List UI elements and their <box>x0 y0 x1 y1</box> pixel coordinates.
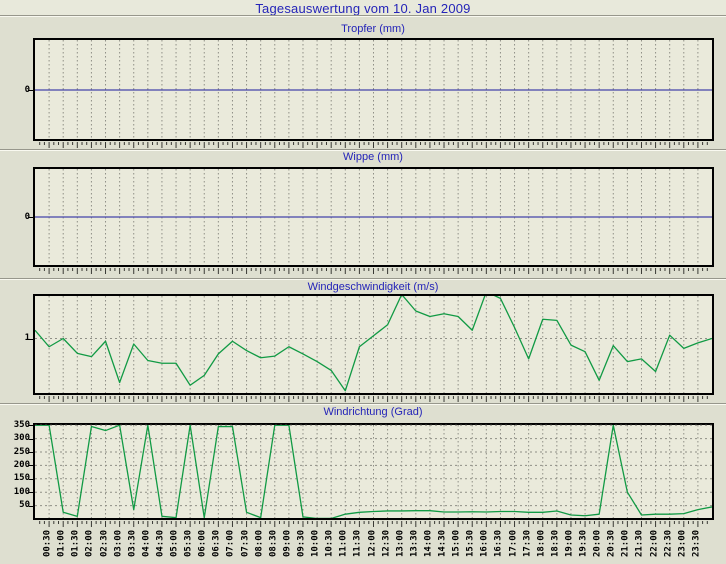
divider <box>0 278 726 280</box>
y-axis-tick-label: 200 <box>13 459 30 470</box>
time-axis-label: 18:30 <box>550 529 561 558</box>
time-axis-label: 23:00 <box>677 529 688 558</box>
panel-title-windgeschwindigkeit: Windgeschwindigkeit (m/s) <box>307 281 439 293</box>
time-axis-label: 22:30 <box>663 529 674 558</box>
time-axis-label: 05:30 <box>183 529 194 558</box>
time-axis-label: 01:30 <box>70 529 81 558</box>
time-axis-label: 06:00 <box>197 529 208 558</box>
y-axis-tick-label: 50 <box>19 500 30 511</box>
panel-title-windrichtung: Windrichtung (Grad) <box>323 406 423 418</box>
panel-title-tropfer: Tropfer (mm) <box>341 23 405 35</box>
divider <box>0 403 726 405</box>
time-axis-label: 19:30 <box>578 529 589 558</box>
time-axis-label: 06:30 <box>211 529 222 558</box>
time-axis-label: 16:00 <box>479 529 490 558</box>
time-axis-label: 08:00 <box>254 529 265 558</box>
time-axis-label: 03:00 <box>113 529 124 558</box>
time-axis-label: 20:00 <box>592 529 603 558</box>
time-axis-label: 11:30 <box>352 529 363 558</box>
y-axis-tick <box>29 217 33 218</box>
time-axis-label: 15:00 <box>451 529 462 558</box>
time-axis-label: 20:30 <box>606 529 617 558</box>
title-strip <box>0 0 726 15</box>
time-axis-label: 08:30 <box>268 529 279 558</box>
time-axis-label: 21:30 <box>634 529 645 558</box>
time-axis-label: 10:00 <box>310 529 321 558</box>
y-axis-tick-label: 100 <box>13 486 30 497</box>
panel-title-wippe: Wippe (mm) <box>343 151 403 163</box>
time-axis-label: 05:00 <box>169 529 180 558</box>
time-axis-label: 04:30 <box>155 529 166 558</box>
y-axis-tick <box>29 339 33 340</box>
chart-3 <box>33 423 714 527</box>
chart-1 <box>33 167 714 274</box>
time-axis-label: 12:30 <box>381 529 392 558</box>
time-axis-label: 09:00 <box>282 529 293 558</box>
y-axis-tick-label: 250 <box>13 446 30 457</box>
time-axis-label: 21:00 <box>620 529 631 558</box>
time-axis-label: 02:30 <box>99 529 110 558</box>
time-axis-label: 10:30 <box>324 529 335 558</box>
y-axis-tick-label: 0 <box>24 84 30 95</box>
chart-2 <box>33 294 714 402</box>
y-axis-tick <box>29 90 33 91</box>
page-title: Tagesauswertung vom 10. Jan 2009 <box>255 1 471 16</box>
time-axis-label: 01:00 <box>56 529 67 558</box>
time-axis-label: 13:00 <box>395 529 406 558</box>
y-axis-tick-label: 150 <box>13 473 30 484</box>
y-axis-tick <box>29 425 33 426</box>
time-axis-label: 07:30 <box>240 529 251 558</box>
y-axis-tick-label: 350 <box>13 419 30 430</box>
divider <box>0 149 726 151</box>
y-axis-tick <box>29 492 33 493</box>
time-axis-label: 13:30 <box>409 529 420 558</box>
time-axis-label: 15:30 <box>465 529 476 558</box>
time-axis-label: 03:30 <box>127 529 138 558</box>
time-axis-label: 00:30 <box>42 529 53 558</box>
y-axis-tick <box>29 479 33 480</box>
time-axis-label: 17:30 <box>522 529 533 558</box>
time-axis-label: 17:00 <box>508 529 519 558</box>
time-axis-label: 19:00 <box>564 529 575 558</box>
time-axis-label: 07:00 <box>225 529 236 558</box>
time-axis-label: 14:00 <box>423 529 434 558</box>
time-axis-label: 04:00 <box>141 529 152 558</box>
divider <box>0 15 726 17</box>
y-axis-tick-label: 300 <box>13 433 30 444</box>
y-axis-tick-label: 1 <box>24 333 30 343</box>
time-axis-label: 12:00 <box>367 529 377 558</box>
time-axis-label: 11:00 <box>338 529 349 558</box>
time-axis-label: 09:30 <box>296 529 307 558</box>
time-axis-label: 18:00 <box>536 529 547 558</box>
y-axis-tick <box>29 465 33 466</box>
chart-0 <box>33 38 714 148</box>
y-axis-tick-label: 0 <box>24 211 30 222</box>
time-axis-label: 02:00 <box>84 529 95 558</box>
y-axis-tick <box>29 452 33 453</box>
time-axis-label: 23:30 <box>691 529 702 558</box>
y-axis-tick <box>29 506 33 507</box>
time-axis-label: 22:00 <box>649 529 660 558</box>
time-axis-label: 16:30 <box>493 529 504 558</box>
y-axis-tick <box>29 439 33 440</box>
time-axis-label: 14:30 <box>437 529 448 558</box>
